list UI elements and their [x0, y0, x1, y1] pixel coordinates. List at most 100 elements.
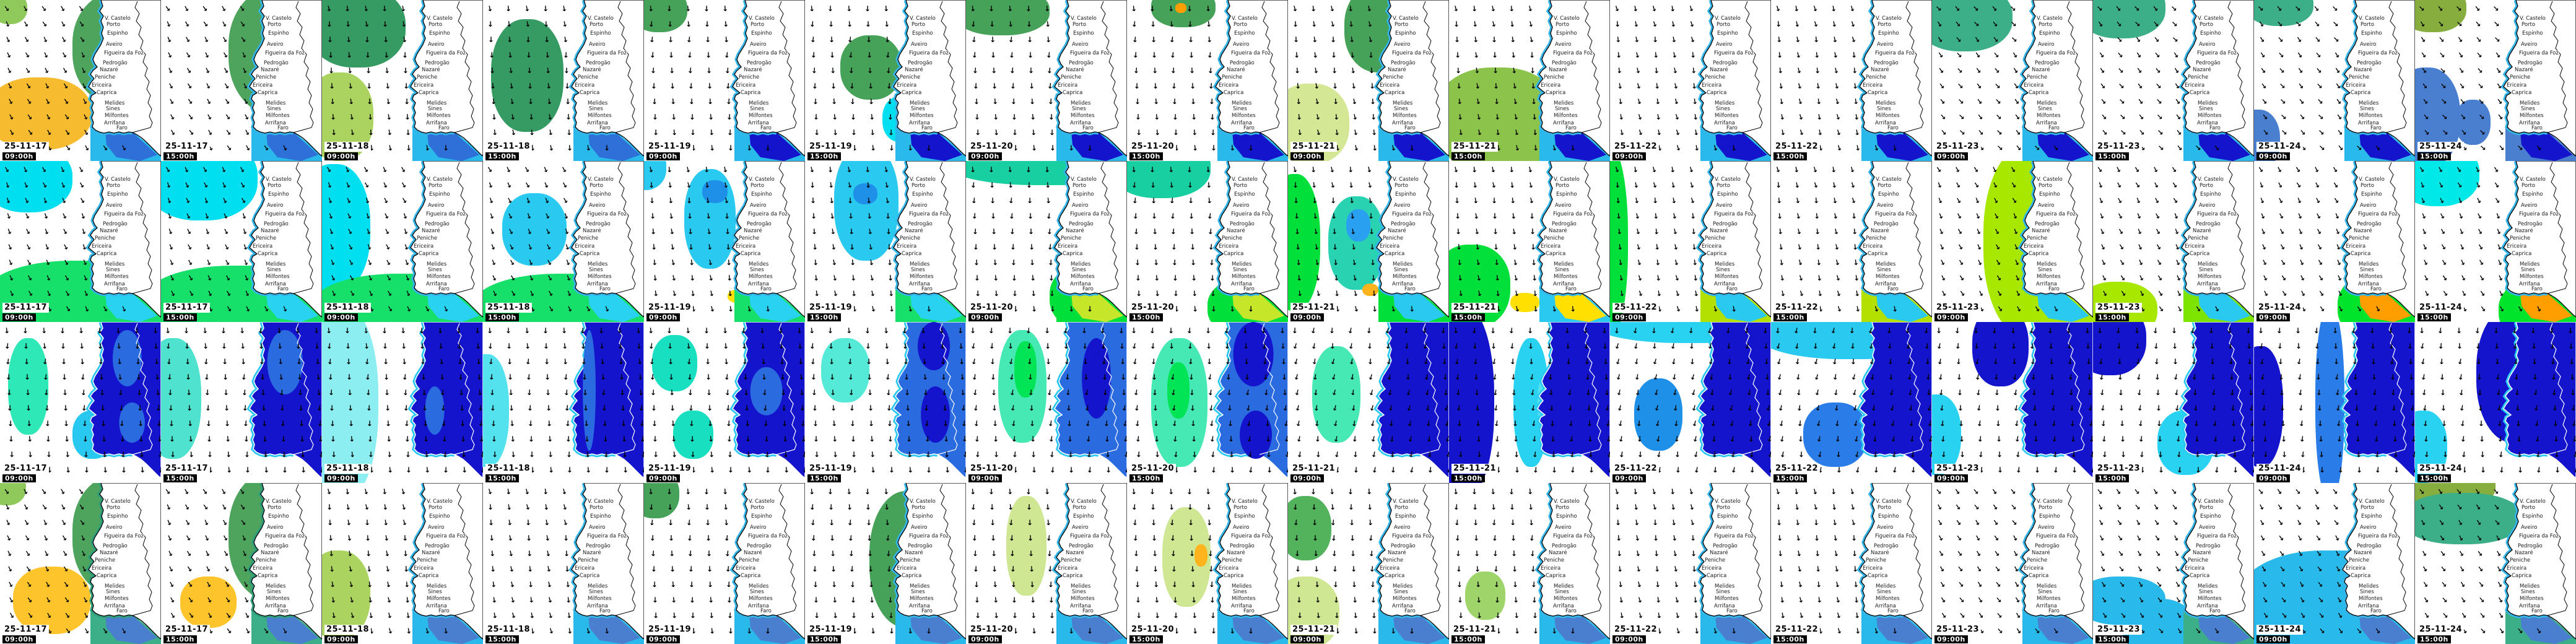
city-label: Peniche — [739, 75, 759, 80]
tile-time-label: 15:00h — [1451, 152, 1485, 160]
map-tile[interactable]: ↓ ↓ ↓ ↓ ↓ ↓ ↓ ↓ ↓ ↓ ↓ ↓ ↓ ↓ ↓ ↓ ↓ ↓ ↓ ↓ ↓ ↓ ↓ ↓ ↓ ↓ ↓ ↓ ↓ ↓ ↓ ↓ ↓ ↓ ↓ ↓ ↓ ↓ ↓ ↓… — [966, 322, 1127, 483]
map-tile[interactable]: ↓ ↓ ↓ ↓ ↓ ↓ ↓ ↓ ↓ ↓ ↓ ↓ ↓ ↓ ↓ ↓ ↓ ↓ ↓ ↓ ↓ ↓ ↓ ↓ ↓ ↓ ↓ ↓ ↓ ↓ ↓ ↓ ↓ ↓ ↓ ↓ ↓ ↓ ↓ ↓… — [1449, 161, 1610, 322]
map-tile[interactable]: ↓ ↓ ↓ ↓ ↓ ↓ ↓ ↓ ↓ ↓ ↓ ↓ ↓ ↓ ↓ ↓ ↓ ↓ ↓ ↓ ↓ ↓ ↓ ↓ ↓ ↓ ↓ ↓ ↓ ↓ ↓ ↓ ↓ ↓ ↓ ↓ ↓ ↓ ↓ ↓… — [2254, 161, 2415, 322]
map-tile[interactable]: ↓ ↓ ↓ ↓ ↓ ↓ ↓ ↓ ↓ ↓ ↓ ↓ ↓ ↓ ↓ ↓ ↓ ↓ ↓ ↓ ↓ ↓ ↓ ↓ ↓ ↓ ↓ ↓ ↓ ↓ ↓ ↓ ↓ ↓ ↓ ↓ ↓ ↓ ↓ ↓… — [2254, 322, 2415, 483]
city-label: Nazaré — [583, 550, 601, 556]
map-tile[interactable]: ↓ ↓ ↓ ↓ ↓ ↓ ↓ ↓ ↓ ↓ ↓ ↓ ↓ ↓ ↓ ↓ ↓ ↓ ↓ ↓ ↓ ↓ ↓ ↓ ↓ ↓ ↓ ↓ ↓ ↓ ↓ ↓ ↓ ↓ ↓ ↓ ↓ ↓ ↓ ↓… — [1288, 322, 1449, 483]
map-tile[interactable]: ↓ ↓ ↓ ↓ ↓ ↓ ↓ ↓ ↓ ↓ ↓ ↓ ↓ ↓ ↓ ↓ ↓ ↓ ↓ ↓ ↓ ↓ ↓ ↓ ↓ ↓ ↓ ↓ ↓ ↓ ↓ ↓ ↓ ↓ ↓ ↓ ↓ ↓ ↓ ↓… — [2093, 322, 2254, 483]
map-tile[interactable]: ↓ ↓ ↓ ↓ ↓ ↓ ↓ ↓ ↓ ↓ ↓ ↓ ↓ ↓ ↓ ↓ ↓ ↓ ↓ ↓ ↓ ↓ ↓ ↓ ↓ ↓ ↓ ↓ ↓ ↓ ↓ ↓ ↓ ↓ ↓ ↓ ↓ ↓ ↓ ↓… — [1610, 161, 1771, 322]
city-label: Figueira da Foz — [2519, 212, 2559, 217]
map-tile[interactable]: ↓ ↓ ↓ ↓ ↓ ↓ ↓ ↓ ↓ ↓ ↓ ↓ ↓ ↓ ↓ ↓ ↓ ↓ ↓ ↓ ↓ ↓ ↓ ↓ ↓ ↓ ↓ ↓ ↓ ↓ ↓ ↓ ↓ ↓ ↓ ↓ ↓ ↓ ↓ ↓… — [1127, 0, 1288, 161]
city-label: V. Castelo — [105, 499, 131, 505]
map-tile[interactable]: ↓ ↓ ↓ ↓ ↓ ↓ ↓ ↓ ↓ ↓ ↓ ↓ ↓ ↓ ↓ ↓ ↓ ↓ ↓ ↓ ↓ ↓ ↓ ↓ ↓ ↓ ↓ ↓ ↓ ↓ ↓ ↓ ↓ ↓ ↓ ↓ ↓ ↓ ↓ ↓… — [2093, 483, 2254, 644]
map-tile[interactable]: ↓ ↓ ↓ ↓ ↓ ↓ ↓ ↓ ↓ ↓ ↓ ↓ ↓ ↓ ↓ ↓ ↓ ↓ ↓ ↓ ↓ ↓ ↓ ↓ ↓ ↓ ↓ ↓ ↓ ↓ ↓ ↓ ↓ ↓ ↓ ↓ ↓ ↓ ↓ ↓… — [2093, 161, 2254, 322]
map-tile[interactable]: ↓ ↓ ↓ ↓ ↓ ↓ ↓ ↓ ↓ ↓ ↓ ↓ ↓ ↓ ↓ ↓ ↓ ↓ ↓ ↓ ↓ ↓ ↓ ↓ ↓ ↓ ↓ ↓ ↓ ↓ ↓ ↓ ↓ ↓ ↓ ↓ ↓ ↓ ↓ ↓… — [1449, 0, 1610, 161]
map-tile[interactable]: ↓ ↓ ↓ ↓ ↓ ↓ ↓ ↓ ↓ ↓ ↓ ↓ ↓ ↓ ↓ ↓ ↓ ↓ ↓ ↓ ↓ ↓ ↓ ↓ ↓ ↓ ↓ ↓ ↓ ↓ ↓ ↓ ↓ ↓ ↓ ↓ ↓ ↓ ↓ ↓… — [805, 0, 966, 161]
map-tile[interactable]: ↓ ↓ ↓ ↓ ↓ ↓ ↓ ↓ ↓ ↓ ↓ ↓ ↓ ↓ ↓ ↓ ↓ ↓ ↓ ↓ ↓ ↓ ↓ ↓ ↓ ↓ ↓ ↓ ↓ ↓ ↓ ↓ ↓ ↓ ↓ ↓ ↓ ↓ ↓ ↓… — [483, 322, 644, 483]
map-tile[interactable]: ↓ ↓ ↓ ↓ ↓ ↓ ↓ ↓ ↓ ↓ ↓ ↓ ↓ ↓ ↓ ↓ ↓ ↓ ↓ ↓ ↓ ↓ ↓ ↓ ↓ ↓ ↓ ↓ ↓ ↓ ↓ ↓ ↓ ↓ ↓ ↓ ↓ ↓ ↓ ↓… — [2415, 161, 2576, 322]
map-tile[interactable]: ↓ ↓ ↓ ↓ ↓ ↓ ↓ ↓ ↓ ↓ ↓ ↓ ↓ ↓ ↓ ↓ ↓ ↓ ↓ ↓ ↓ ↓ ↓ ↓ ↓ ↓ ↓ ↓ ↓ ↓ ↓ ↓ ↓ ↓ ↓ ↓ ↓ ↓ ↓ ↓… — [483, 483, 644, 644]
map-tile[interactable]: ↓ ↓ ↓ ↓ ↓ ↓ ↓ ↓ ↓ ↓ ↓ ↓ ↓ ↓ ↓ ↓ ↓ ↓ ↓ ↓ ↓ ↓ ↓ ↓ ↓ ↓ ↓ ↓ ↓ ↓ ↓ ↓ ↓ ↓ ↓ ↓ ↓ ↓ ↓ ↓… — [1932, 322, 2093, 483]
map-tile[interactable]: ↓ ↓ ↓ ↓ ↓ ↓ ↓ ↓ ↓ ↓ ↓ ↓ ↓ ↓ ↓ ↓ ↓ ↓ ↓ ↓ ↓ ↓ ↓ ↓ ↓ ↓ ↓ ↓ ↓ ↓ ↓ ↓ ↓ ↓ ↓ ↓ ↓ ↓ ↓ ↓… — [1932, 161, 2093, 322]
map-tile[interactable]: ↓ ↓ ↓ ↓ ↓ ↓ ↓ ↓ ↓ ↓ ↓ ↓ ↓ ↓ ↓ ↓ ↓ ↓ ↓ ↓ ↓ ↓ ↓ ↓ ↓ ↓ ↓ ↓ ↓ ↓ ↓ ↓ ↓ ↓ ↓ ↓ ↓ ↓ ↓ ↓… — [805, 161, 966, 322]
city-label: Sines — [911, 268, 925, 273]
map-tile[interactable]: ↓ ↓ ↓ ↓ ↓ ↓ ↓ ↓ ↓ ↓ ↓ ↓ ↓ ↓ ↓ ↓ ↓ ↓ ↓ ↓ ↓ ↓ ↓ ↓ ↓ ↓ ↓ ↓ ↓ ↓ ↓ ↓ ↓ ↓ ↓ ↓ ↓ ↓ ↓ ↓… — [0, 0, 161, 161]
map-tile[interactable]: ↓ ↓ ↓ ↓ ↓ ↓ ↓ ↓ ↓ ↓ ↓ ↓ ↓ ↓ ↓ ↓ ↓ ↓ ↓ ↓ ↓ ↓ ↓ ↓ ↓ ↓ ↓ ↓ ↓ ↓ ↓ ↓ ↓ ↓ ↓ ↓ ↓ ↓ ↓ ↓… — [2093, 0, 2254, 161]
tile-time-label: 15:00h — [1129, 474, 1163, 482]
tile-time-label: 09:00h — [1612, 635, 1646, 643]
city-label: Milfontes — [2520, 274, 2544, 280]
coastline-map — [1610, 322, 1771, 483]
map-tile[interactable]: ↓ ↓ ↓ ↓ ↓ ↓ ↓ ↓ ↓ ↓ ↓ ↓ ↓ ↓ ↓ ↓ ↓ ↓ ↓ ↓ ↓ ↓ ↓ ↓ ↓ ↓ ↓ ↓ ↓ ↓ ↓ ↓ ↓ ↓ ↓ ↓ ↓ ↓ ↓ ↓… — [1771, 322, 1932, 483]
city-label: Nazaré — [1227, 550, 1245, 556]
map-tile[interactable]: ↓ ↓ ↓ ↓ ↓ ↓ ↓ ↓ ↓ ↓ ↓ ↓ ↓ ↓ ↓ ↓ ↓ ↓ ↓ ↓ ↓ ↓ ↓ ↓ ↓ ↓ ↓ ↓ ↓ ↓ ↓ ↓ ↓ ↓ ↓ ↓ ↓ ↓ ↓ ↓… — [0, 322, 161, 483]
tile-date-label: 25-11-22 — [1773, 142, 1820, 152]
map-tile[interactable]: ↓ ↓ ↓ ↓ ↓ ↓ ↓ ↓ ↓ ↓ ↓ ↓ ↓ ↓ ↓ ↓ ↓ ↓ ↓ ↓ ↓ ↓ ↓ ↓ ↓ ↓ ↓ ↓ ↓ ↓ ↓ ↓ ↓ ↓ ↓ ↓ ↓ ↓ ↓ ↓… — [2415, 483, 2576, 644]
map-tile[interactable]: ↓ ↓ ↓ ↓ ↓ ↓ ↓ ↓ ↓ ↓ ↓ ↓ ↓ ↓ ↓ ↓ ↓ ↓ ↓ ↓ ↓ ↓ ↓ ↓ ↓ ↓ ↓ ↓ ↓ ↓ ↓ ↓ ↓ ↓ ↓ ↓ ↓ ↓ ↓ ↓… — [322, 483, 483, 644]
map-tile[interactable]: ↓ ↓ ↓ ↓ ↓ ↓ ↓ ↓ ↓ ↓ ↓ ↓ ↓ ↓ ↓ ↓ ↓ ↓ ↓ ↓ ↓ ↓ ↓ ↓ ↓ ↓ ↓ ↓ ↓ ↓ ↓ ↓ ↓ ↓ ↓ ↓ ↓ ↓ ↓ ↓… — [161, 0, 322, 161]
map-tile[interactable]: ↓ ↓ ↓ ↓ ↓ ↓ ↓ ↓ ↓ ↓ ↓ ↓ ↓ ↓ ↓ ↓ ↓ ↓ ↓ ↓ ↓ ↓ ↓ ↓ ↓ ↓ ↓ ↓ ↓ ↓ ↓ ↓ ↓ ↓ ↓ ↓ ↓ ↓ ↓ ↓… — [1932, 0, 2093, 161]
tile-time-label: 09:00h — [2256, 474, 2290, 482]
city-label: Aveiro — [589, 42, 605, 48]
tile-time-label: 09:00h — [1612, 152, 1646, 160]
map-tile[interactable]: ↓ ↓ ↓ ↓ ↓ ↓ ↓ ↓ ↓ ↓ ↓ ↓ ↓ ↓ ↓ ↓ ↓ ↓ ↓ ↓ ↓ ↓ ↓ ↓ ↓ ↓ ↓ ↓ ↓ ↓ ↓ ↓ ↓ ↓ ↓ ↓ ↓ ↓ ↓ ↓… — [483, 161, 644, 322]
city-label: Espinho — [1234, 192, 1255, 198]
map-tile[interactable]: ↓ ↓ ↓ ↓ ↓ ↓ ↓ ↓ ↓ ↓ ↓ ↓ ↓ ↓ ↓ ↓ ↓ ↓ ↓ ↓ ↓ ↓ ↓ ↓ ↓ ↓ ↓ ↓ ↓ ↓ ↓ ↓ ↓ ↓ ↓ ↓ ↓ ↓ ↓ ↓… — [161, 322, 322, 483]
map-tile[interactable]: ↓ ↓ ↓ ↓ ↓ ↓ ↓ ↓ ↓ ↓ ↓ ↓ ↓ ↓ ↓ ↓ ↓ ↓ ↓ ↓ ↓ ↓ ↓ ↓ ↓ ↓ ↓ ↓ ↓ ↓ ↓ ↓ ↓ ↓ ↓ ↓ ↓ ↓ ↓ ↓… — [161, 161, 322, 322]
city-label: Nazaré — [100, 228, 118, 234]
tile-date-label: 25-11-19 — [807, 303, 854, 313]
tile-date-label: 25-11-24 — [2417, 464, 2464, 474]
city-label: Ericeira — [1541, 83, 1560, 89]
map-tile[interactable]: ↓ ↓ ↓ ↓ ↓ ↓ ↓ ↓ ↓ ↓ ↓ ↓ ↓ ↓ ↓ ↓ ↓ ↓ ↓ ↓ ↓ ↓ ↓ ↓ ↓ ↓ ↓ ↓ ↓ ↓ ↓ ↓ ↓ ↓ ↓ ↓ ↓ ↓ ↓ ↓… — [322, 322, 483, 483]
city-label: Espinho — [1395, 31, 1416, 37]
map-tile[interactable]: ↓ ↓ ↓ ↓ ↓ ↓ ↓ ↓ ↓ ↓ ↓ ↓ ↓ ↓ ↓ ↓ ↓ ↓ ↓ ↓ ↓ ↓ ↓ ↓ ↓ ↓ ↓ ↓ ↓ ↓ ↓ ↓ ↓ ↓ ↓ ↓ ↓ ↓ ↓ ↓… — [1771, 483, 1932, 644]
map-tile[interactable]: ↓ ↓ ↓ ↓ ↓ ↓ ↓ ↓ ↓ ↓ ↓ ↓ ↓ ↓ ↓ ↓ ↓ ↓ ↓ ↓ ↓ ↓ ↓ ↓ ↓ ↓ ↓ ↓ ↓ ↓ ↓ ↓ ↓ ↓ ↓ ↓ ↓ ↓ ↓ ↓… — [0, 483, 161, 644]
tile-time-label: 09:00h — [1934, 635, 1968, 643]
map-tile[interactable]: ↓ ↓ ↓ ↓ ↓ ↓ ↓ ↓ ↓ ↓ ↓ ↓ ↓ ↓ ↓ ↓ ↓ ↓ ↓ ↓ ↓ ↓ ↓ ↓ ↓ ↓ ↓ ↓ ↓ ↓ ↓ ↓ ↓ ↓ ↓ ↓ ↓ ↓ ↓ ↓… — [1610, 483, 1771, 644]
map-tile[interactable]: ↓ ↓ ↓ ↓ ↓ ↓ ↓ ↓ ↓ ↓ ↓ ↓ ↓ ↓ ↓ ↓ ↓ ↓ ↓ ↓ ↓ ↓ ↓ ↓ ↓ ↓ ↓ ↓ ↓ ↓ ↓ ↓ ↓ ↓ ↓ ↓ ↓ ↓ ↓ ↓… — [1288, 0, 1449, 161]
map-tile[interactable]: ↓ ↓ ↓ ↓ ↓ ↓ ↓ ↓ ↓ ↓ ↓ ↓ ↓ ↓ ↓ ↓ ↓ ↓ ↓ ↓ ↓ ↓ ↓ ↓ ↓ ↓ ↓ ↓ ↓ ↓ ↓ ↓ ↓ ↓ ↓ ↓ ↓ ↓ ↓ ↓… — [1127, 322, 1288, 483]
map-tile[interactable]: ↓ ↓ ↓ ↓ ↓ ↓ ↓ ↓ ↓ ↓ ↓ ↓ ↓ ↓ ↓ ↓ ↓ ↓ ↓ ↓ ↓ ↓ ↓ ↓ ↓ ↓ ↓ ↓ ↓ ↓ ↓ ↓ ↓ ↓ ↓ ↓ ↓ ↓ ↓ ↓… — [483, 0, 644, 161]
coastline-map — [1932, 483, 2093, 644]
map-tile[interactable]: ↓ ↓ ↓ ↓ ↓ ↓ ↓ ↓ ↓ ↓ ↓ ↓ ↓ ↓ ↓ ↓ ↓ ↓ ↓ ↓ ↓ ↓ ↓ ↓ ↓ ↓ ↓ ↓ ↓ ↓ ↓ ↓ ↓ ↓ ↓ ↓ ↓ ↓ ↓ ↓… — [805, 483, 966, 644]
city-label: Porto — [1073, 22, 1086, 28]
map-tile[interactable]: ↓ ↓ ↓ ↓ ↓ ↓ ↓ ↓ ↓ ↓ ↓ ↓ ↓ ↓ ↓ ↓ ↓ ↓ ↓ ↓ ↓ ↓ ↓ ↓ ↓ ↓ ↓ ↓ ↓ ↓ ↓ ↓ ↓ ↓ ↓ ↓ ↓ ↓ ↓ ↓… — [966, 0, 1127, 161]
tile-date-label: 25-11-21 — [1451, 464, 1498, 474]
tile-date-label: 25-11-21 — [1451, 303, 1498, 313]
map-tile[interactable]: ↓ ↓ ↓ ↓ ↓ ↓ ↓ ↓ ↓ ↓ ↓ ↓ ↓ ↓ ↓ ↓ ↓ ↓ ↓ ↓ ↓ ↓ ↓ ↓ ↓ ↓ ↓ ↓ ↓ ↓ ↓ ↓ ↓ ↓ ↓ ↓ ↓ ↓ ↓ ↓… — [966, 161, 1127, 322]
map-tile[interactable]: ↓ ↓ ↓ ↓ ↓ ↓ ↓ ↓ ↓ ↓ ↓ ↓ ↓ ↓ ↓ ↓ ↓ ↓ ↓ ↓ ↓ ↓ ↓ ↓ ↓ ↓ ↓ ↓ ↓ ↓ ↓ ↓ ↓ ↓ ↓ ↓ ↓ ↓ ↓ ↓… — [1771, 0, 1932, 161]
map-tile[interactable]: ↓ ↓ ↓ ↓ ↓ ↓ ↓ ↓ ↓ ↓ ↓ ↓ ↓ ↓ ↓ ↓ ↓ ↓ ↓ ↓ ↓ ↓ ↓ ↓ ↓ ↓ ↓ ↓ ↓ ↓ ↓ ↓ ↓ ↓ ↓ ↓ ↓ ↓ ↓ ↓… — [805, 322, 966, 483]
map-tile[interactable]: ↓ ↓ ↓ ↓ ↓ ↓ ↓ ↓ ↓ ↓ ↓ ↓ ↓ ↓ ↓ ↓ ↓ ↓ ↓ ↓ ↓ ↓ ↓ ↓ ↓ ↓ ↓ ↓ ↓ ↓ ↓ ↓ ↓ ↓ ↓ ↓ ↓ ↓ ↓ ↓… — [2415, 322, 2576, 483]
map-tile[interactable]: ↓ ↓ ↓ ↓ ↓ ↓ ↓ ↓ ↓ ↓ ↓ ↓ ↓ ↓ ↓ ↓ ↓ ↓ ↓ ↓ ↓ ↓ ↓ ↓ ↓ ↓ ↓ ↓ ↓ ↓ ↓ ↓ ↓ ↓ ↓ ↓ ↓ ↓ ↓ ↓… — [0, 161, 161, 322]
map-tile[interactable]: ↓ ↓ ↓ ↓ ↓ ↓ ↓ ↓ ↓ ↓ ↓ ↓ ↓ ↓ ↓ ↓ ↓ ↓ ↓ ↓ ↓ ↓ ↓ ↓ ↓ ↓ ↓ ↓ ↓ ↓ ↓ ↓ ↓ ↓ ↓ ↓ ↓ ↓ ↓ ↓… — [1932, 483, 2093, 644]
city-label: Caprica — [2351, 90, 2370, 96]
map-tile[interactable]: ↓ ↓ ↓ ↓ ↓ ↓ ↓ ↓ ↓ ↓ ↓ ↓ ↓ ↓ ↓ ↓ ↓ ↓ ↓ ↓ ↓ ↓ ↓ ↓ ↓ ↓ ↓ ↓ ↓ ↓ ↓ ↓ ↓ ↓ ↓ ↓ ↓ ↓ ↓ ↓… — [1449, 322, 1610, 483]
map-tile[interactable]: ↓ ↓ ↓ ↓ ↓ ↓ ↓ ↓ ↓ ↓ ↓ ↓ ↓ ↓ ↓ ↓ ↓ ↓ ↓ ↓ ↓ ↓ ↓ ↓ ↓ ↓ ↓ ↓ ↓ ↓ ↓ ↓ ↓ ↓ ↓ ↓ ↓ ↓ ↓ ↓… — [1610, 0, 1771, 161]
coastline-map — [1288, 483, 1449, 644]
map-tile[interactable]: ↓ ↓ ↓ ↓ ↓ ↓ ↓ ↓ ↓ ↓ ↓ ↓ ↓ ↓ ↓ ↓ ↓ ↓ ↓ ↓ ↓ ↓ ↓ ↓ ↓ ↓ ↓ ↓ ↓ ↓ ↓ ↓ ↓ ↓ ↓ ↓ ↓ ↓ ↓ ↓… — [644, 322, 805, 483]
tile-date-label: 25-11-18 — [324, 303, 371, 313]
map-tile[interactable]: ↓ ↓ ↓ ↓ ↓ ↓ ↓ ↓ ↓ ↓ ↓ ↓ ↓ ↓ ↓ ↓ ↓ ↓ ↓ ↓ ↓ ↓ ↓ ↓ ↓ ↓ ↓ ↓ ↓ ↓ ↓ ↓ ↓ ↓ ↓ ↓ ↓ ↓ ↓ ↓… — [1127, 161, 1288, 322]
tile-date-label: 25-11-18 — [324, 625, 371, 635]
city-label: Nazaré — [583, 228, 601, 234]
map-tile[interactable]: ↓ ↓ ↓ ↓ ↓ ↓ ↓ ↓ ↓ ↓ ↓ ↓ ↓ ↓ ↓ ↓ ↓ ↓ ↓ ↓ ↓ ↓ ↓ ↓ ↓ ↓ ↓ ↓ ↓ ↓ ↓ ↓ ↓ ↓ ↓ ↓ ↓ ↓ ↓ ↓… — [1288, 483, 1449, 644]
city-label: Peniche — [2349, 75, 2369, 80]
map-tile[interactable]: ↓ ↓ ↓ ↓ ↓ ↓ ↓ ↓ ↓ ↓ ↓ ↓ ↓ ↓ ↓ ↓ ↓ ↓ ↓ ↓ ↓ ↓ ↓ ↓ ↓ ↓ ↓ ↓ ↓ ↓ ↓ ↓ ↓ ↓ ↓ ↓ ↓ ↓ ↓ ↓… — [1288, 161, 1449, 322]
city-label: Milfontes — [1232, 274, 1256, 280]
tile-date-label: 25-11-20 — [968, 303, 1015, 313]
city-label: Espinho — [2200, 514, 2221, 520]
map-tile[interactable]: ↓ ↓ ↓ ↓ ↓ ↓ ↓ ↓ ↓ ↓ ↓ ↓ ↓ ↓ ↓ ↓ ↓ ↓ ↓ ↓ ↓ ↓ ↓ ↓ ↓ ↓ ↓ ↓ ↓ ↓ ↓ ↓ ↓ ↓ ↓ ↓ ↓ ↓ ↓ ↓… — [322, 161, 483, 322]
map-tile[interactable]: ↓ ↓ ↓ ↓ ↓ ↓ ↓ ↓ ↓ ↓ ↓ ↓ ↓ ↓ ↓ ↓ ↓ ↓ ↓ ↓ ↓ ↓ ↓ ↓ ↓ ↓ ↓ ↓ ↓ ↓ ↓ ↓ ↓ ↓ ↓ ↓ ↓ ↓ ↓ ↓… — [322, 0, 483, 161]
map-tile[interactable]: ↓ ↓ ↓ ↓ ↓ ↓ ↓ ↓ ↓ ↓ ↓ ↓ ↓ ↓ ↓ ↓ ↓ ↓ ↓ ↓ ↓ ↓ ↓ ↓ ↓ ↓ ↓ ↓ ↓ ↓ ↓ ↓ ↓ ↓ ↓ ↓ ↓ ↓ ↓ ↓… — [644, 0, 805, 161]
map-tile[interactable]: ↓ ↓ ↓ ↓ ↓ ↓ ↓ ↓ ↓ ↓ ↓ ↓ ↓ ↓ ↓ ↓ ↓ ↓ ↓ ↓ ↓ ↓ ↓ ↓ ↓ ↓ ↓ ↓ ↓ ↓ ↓ ↓ ↓ ↓ ↓ ↓ ↓ ↓ ↓ ↓… — [644, 161, 805, 322]
map-tile[interactable]: ↓ ↓ ↓ ↓ ↓ ↓ ↓ ↓ ↓ ↓ ↓ ↓ ↓ ↓ ↓ ↓ ↓ ↓ ↓ ↓ ↓ ↓ ↓ ↓ ↓ ↓ ↓ ↓ ↓ ↓ ↓ ↓ ↓ ↓ ↓ ↓ ↓ ↓ ↓ ↓… — [1449, 483, 1610, 644]
map-tile[interactable]: ↓ ↓ ↓ ↓ ↓ ↓ ↓ ↓ ↓ ↓ ↓ ↓ ↓ ↓ ↓ ↓ ↓ ↓ ↓ ↓ ↓ ↓ ↓ ↓ ↓ ↓ ↓ ↓ ↓ ↓ ↓ ↓ ↓ ↓ ↓ ↓ ↓ ↓ ↓ ↓… — [644, 483, 805, 644]
map-tile[interactable]: ↓ ↓ ↓ ↓ ↓ ↓ ↓ ↓ ↓ ↓ ↓ ↓ ↓ ↓ ↓ ↓ ↓ ↓ ↓ ↓ ↓ ↓ ↓ ↓ ↓ ↓ ↓ ↓ ↓ ↓ ↓ ↓ ↓ ↓ ↓ ↓ ↓ ↓ ↓ ↓… — [161, 483, 322, 644]
map-tile[interactable]: ↓ ↓ ↓ ↓ ↓ ↓ ↓ ↓ ↓ ↓ ↓ ↓ ↓ ↓ ↓ ↓ ↓ ↓ ↓ ↓ ↓ ↓ ↓ ↓ ↓ ↓ ↓ ↓ ↓ ↓ ↓ ↓ ↓ ↓ ↓ ↓ ↓ ↓ ↓ ↓… — [1610, 322, 1771, 483]
map-tile[interactable]: ↓ ↓ ↓ ↓ ↓ ↓ ↓ ↓ ↓ ↓ ↓ ↓ ↓ ↓ ↓ ↓ ↓ ↓ ↓ ↓ ↓ ↓ ↓ ↓ ↓ ↓ ↓ ↓ ↓ ↓ ↓ ↓ ↓ ↓ ↓ ↓ ↓ ↓ ↓ ↓… — [1771, 161, 1932, 322]
map-tile[interactable]: ↓ ↓ ↓ ↓ ↓ ↓ ↓ ↓ ↓ ↓ ↓ ↓ ↓ ↓ ↓ ↓ ↓ ↓ ↓ ↓ ↓ ↓ ↓ ↓ ↓ ↓ ↓ ↓ ↓ ↓ ↓ ↓ ↓ ↓ ↓ ↓ ↓ ↓ ↓ ↓… — [2415, 0, 2576, 161]
city-label: Pedrogão — [1874, 544, 1899, 549]
map-tile[interactable]: ↓ ↓ ↓ ↓ ↓ ↓ ↓ ↓ ↓ ↓ ↓ ↓ ↓ ↓ ↓ ↓ ↓ ↓ ↓ ↓ ↓ ↓ ↓ ↓ ↓ ↓ ↓ ↓ ↓ ↓ ↓ ↓ ↓ ↓ ↓ ↓ ↓ ↓ ↓ ↓… — [2254, 0, 2415, 161]
map-tile[interactable]: ↓ ↓ ↓ ↓ ↓ ↓ ↓ ↓ ↓ ↓ ↓ ↓ ↓ ↓ ↓ ↓ ↓ ↓ ↓ ↓ ↓ ↓ ↓ ↓ ↓ ↓ ↓ ↓ ↓ ↓ ↓ ↓ ↓ ↓ ↓ ↓ ↓ ↓ ↓ ↓… — [966, 483, 1127, 644]
map-tile[interactable]: ↓ ↓ ↓ ↓ ↓ ↓ ↓ ↓ ↓ ↓ ↓ ↓ ↓ ↓ ↓ ↓ ↓ ↓ ↓ ↓ ↓ ↓ ↓ ↓ ↓ ↓ ↓ ↓ ↓ ↓ ↓ ↓ ↓ ↓ ↓ ↓ ↓ ↓ ↓ ↓… — [2254, 483, 2415, 644]
map-tile[interactable]: ↓ ↓ ↓ ↓ ↓ ↓ ↓ ↓ ↓ ↓ ↓ ↓ ↓ ↓ ↓ ↓ ↓ ↓ ↓ ↓ ↓ ↓ ↓ ↓ ↓ ↓ ↓ ↓ ↓ ↓ ↓ ↓ ↓ ↓ ↓ ↓ ↓ ↓ ↓ ↓… — [1127, 483, 1288, 644]
